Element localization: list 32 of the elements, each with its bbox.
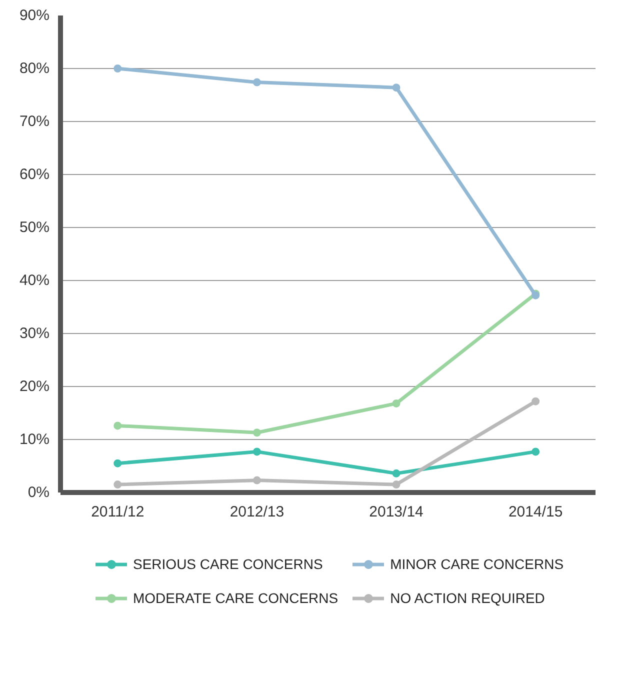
point xyxy=(392,469,400,478)
legend-label: MINOR CARE CONCERNS xyxy=(390,556,564,572)
y-tick-label: 90% xyxy=(19,7,50,24)
point xyxy=(114,64,122,72)
point xyxy=(392,480,400,489)
y-tick-label: 60% xyxy=(19,166,50,183)
y-tick-label: 40% xyxy=(19,272,50,289)
y-tick-label: 0% xyxy=(28,484,50,501)
point xyxy=(392,84,400,92)
y-tick-label: 80% xyxy=(19,60,50,77)
x-tick-label: 2013/14 xyxy=(369,504,424,520)
y-tick-label: 70% xyxy=(19,113,50,130)
y-tick-label: 30% xyxy=(19,325,50,342)
x-tick-label: 2012/13 xyxy=(230,504,284,520)
x-tick-label: 2014/15 xyxy=(508,504,563,520)
legend-label: NO ACTION REQUIRED xyxy=(390,590,545,606)
point xyxy=(532,397,540,406)
point xyxy=(252,428,261,437)
point xyxy=(114,480,122,489)
x-tick-label: 2011/12 xyxy=(91,504,144,520)
point xyxy=(252,78,261,86)
point xyxy=(114,422,122,430)
y-tick-label: 10% xyxy=(19,431,50,448)
legend-label: MODERATE CARE CONCERNS xyxy=(133,590,338,606)
point xyxy=(252,448,261,456)
point xyxy=(392,399,400,408)
point xyxy=(532,448,540,456)
point xyxy=(252,476,261,484)
legend-label: SERIOUS CARE CONCERNS xyxy=(133,556,323,572)
y-tick-label: 50% xyxy=(19,219,50,236)
point xyxy=(114,459,122,468)
y-tick-label: 20% xyxy=(19,378,50,395)
